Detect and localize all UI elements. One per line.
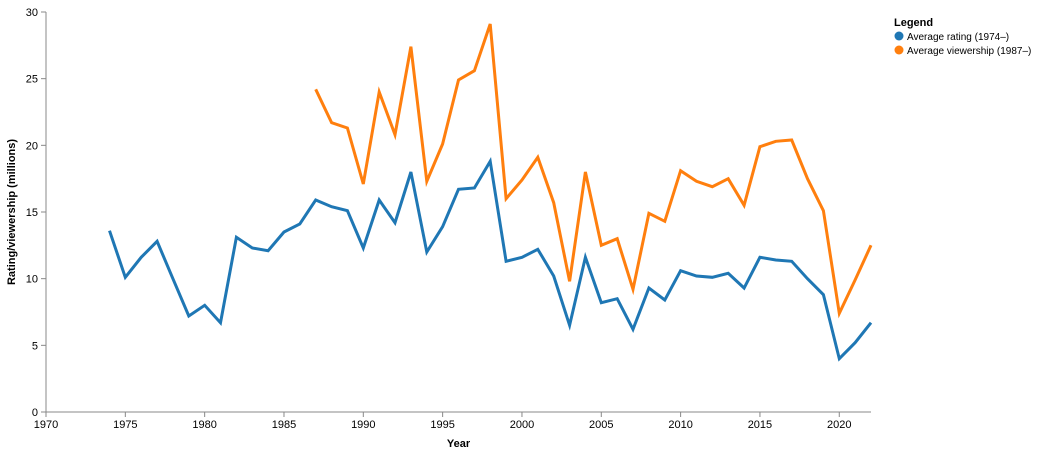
y-tick-label: 15 bbox=[26, 207, 38, 219]
series-line-2 bbox=[314, 23, 873, 319]
x-tick-label: 1985 bbox=[272, 419, 296, 431]
y-tick-label: 30 bbox=[26, 7, 38, 19]
y-tick-label: 20 bbox=[26, 140, 38, 152]
legend-swatch bbox=[894, 45, 904, 55]
x-tick-label: 2005 bbox=[589, 419, 613, 431]
legend-label: Average viewership (1987–) bbox=[907, 46, 1031, 57]
legend: Legend Average rating (1974–) Average vie… bbox=[894, 17, 1031, 57]
series-line-1 bbox=[108, 156, 873, 362]
chart-axes: 1970 1975 1980 1985 1990 1995 2000 2005 2010 2015… bbox=[26, 7, 871, 431]
x-tick-label: 1980 bbox=[192, 419, 216, 431]
x-tick-label: 1990 bbox=[351, 419, 375, 431]
x-tick-label: 1970 bbox=[34, 419, 58, 431]
x-tick-label: 2020 bbox=[827, 419, 851, 431]
x-axis-title: Year bbox=[447, 438, 471, 450]
x-tick-label: 2015 bbox=[748, 419, 772, 431]
x-tick-label: 1975 bbox=[113, 419, 137, 431]
chart-series-lines bbox=[108, 23, 873, 362]
x-tick-label: 1995 bbox=[430, 419, 454, 431]
legend-swatch bbox=[894, 31, 904, 41]
x-tick-label: 2010 bbox=[668, 419, 692, 431]
y-tick-label: 0 bbox=[32, 407, 38, 419]
y-axis-title: Rating/viewership (millions) bbox=[6, 139, 18, 285]
y-tick-label: 5 bbox=[32, 340, 38, 352]
y-tick-label: 25 bbox=[26, 74, 38, 86]
legend-title: Legend bbox=[894, 17, 933, 29]
x-tick-label: 2000 bbox=[510, 419, 534, 431]
y-tick-label: 10 bbox=[26, 274, 38, 286]
legend-label: Average rating (1974–) bbox=[907, 32, 1009, 43]
